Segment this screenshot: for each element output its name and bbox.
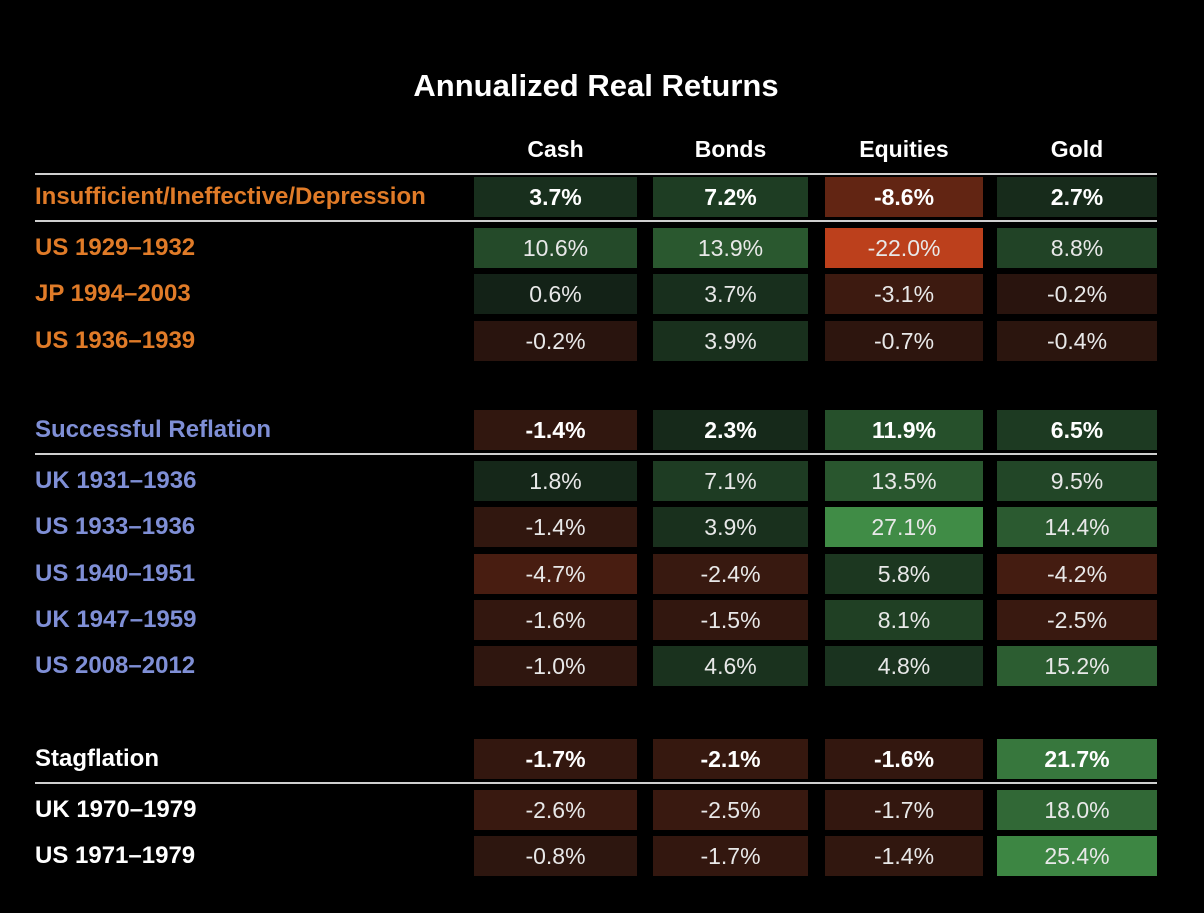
heatmap-cell-cash: -2.6% — [474, 790, 637, 830]
row-label: Stagflation — [35, 745, 159, 772]
heatmap-cell-cash: 0.6% — [474, 274, 637, 315]
group-summary-row: Insufficient/Ineffective/Depression 3.7% 7… — [35, 177, 1157, 217]
heatmap-cell-bonds: 4.6% — [653, 646, 808, 687]
heatmap-cell-gold: 18.0% — [997, 790, 1157, 830]
heatmap-cell-bonds: -2.5% — [653, 790, 808, 830]
heatmap-cell-equities: -22.0% — [825, 228, 983, 268]
heatmap-cell-bonds: 3.7% — [653, 274, 808, 315]
heatmap-cell-equities: -1.7% — [825, 790, 983, 830]
heatmap-cell-equities: -8.6% — [825, 177, 983, 217]
column-header-gold: Gold — [1050, 136, 1104, 162]
heatmap-cell-bonds: -1.7% — [653, 836, 808, 877]
row-label: UK 1970–1979 — [35, 796, 197, 823]
row-label: US 1929–1932 — [35, 234, 196, 261]
column-header-equities: Equities — [859, 136, 949, 162]
group-summary-row: Stagflation -1.7% -2.1% -1.6% 21.7% — [35, 739, 1157, 779]
divider — [35, 782, 1157, 784]
heatmap-cell-equities: -1.6% — [825, 739, 983, 779]
heatmap-cell-gold: -2.5% — [997, 599, 1157, 640]
heatmap-cell-bonds: 7.2% — [653, 177, 808, 217]
table-row: US 1971–1979 -0.8% -1.7% -1.4% 25.4% — [35, 836, 1157, 877]
table-row: US 1940–1951 -4.7% -2.4% 5.8% -4.2% — [35, 553, 1157, 594]
table-row: UK 1931–1936 1.8% 7.1% 13.5% 9.5% — [35, 461, 1157, 501]
heatmap-cell-gold: 9.5% — [997, 461, 1157, 501]
heatmap-cell-bonds: 3.9% — [653, 507, 808, 548]
divider — [35, 173, 1157, 175]
heatmap-cell-gold: 2.7% — [997, 177, 1157, 217]
divider — [35, 220, 1157, 222]
heatmap-cell-bonds: 13.9% — [653, 228, 808, 268]
row-label: US 1936–1939 — [35, 326, 196, 354]
heatmap-cell-gold: -0.2% — [997, 274, 1157, 315]
heatmap-cell-equities: -1.4% — [825, 836, 983, 877]
row-label: UK 1931–1936 — [35, 467, 197, 494]
heatmap-cell-cash: 3.7% — [474, 177, 637, 217]
row-label: Successful Reflation — [35, 416, 272, 443]
heatmap-cell-gold: -4.2% — [997, 553, 1157, 594]
row-label: JP 1994–2003 — [35, 280, 191, 308]
heatmap-cell-equities: 8.1% — [825, 599, 983, 640]
row-label: US 1971–1979 — [35, 842, 196, 870]
table-row: JP 1994–2003 0.6% 3.7% -3.1% -0.2% — [35, 274, 1157, 315]
heatmap-cell-bonds: -2.1% — [653, 739, 808, 779]
heatmap-cell-gold: -0.4% — [997, 320, 1157, 361]
heatmap-cell-equities: -3.1% — [825, 274, 983, 315]
heatmap-cell-cash: 1.8% — [474, 461, 637, 501]
heatmap-cell-cash: -0.2% — [474, 320, 637, 361]
table-row: US 2008–2012 -1.0% 4.6% 4.8% 15.2% — [35, 646, 1157, 687]
heatmap-cell-gold: 21.7% — [997, 739, 1157, 779]
table-row: UK 1970–1979 -2.6% -2.5% -1.7% 18.0% — [35, 790, 1157, 830]
row-label: US 1940–1951 — [35, 559, 196, 587]
heatmap-cell-bonds: 2.3% — [653, 410, 808, 450]
row-label: UK 1947–1959 — [35, 605, 197, 633]
column-header-cash: Cash — [527, 136, 584, 162]
heatmap-cell-gold: 8.8% — [997, 228, 1157, 268]
heatmap-cell-cash: -1.4% — [474, 507, 637, 548]
row-label: Insufficient/Ineffective/Depression — [35, 183, 426, 210]
group-summary-row: Successful Reflation -1.4% 2.3% 11.9% 6.5% — [35, 410, 1157, 450]
heatmap-cell-equities: 4.8% — [825, 646, 983, 687]
heatmap-cell-equities: 11.9% — [825, 410, 983, 450]
heatmap-cell-bonds: -2.4% — [653, 553, 808, 594]
heatmap-cell-cash: -1.0% — [474, 646, 637, 687]
heatmap-cell-cash: 10.6% — [474, 228, 637, 268]
table-row: US 1929–1932 10.6% 13.9% -22.0% 8.8% — [35, 228, 1157, 268]
heatmap-cell-cash: -1.6% — [474, 599, 637, 640]
row-label: US 1933–1936 — [35, 513, 196, 541]
heatmap-cell-equities: 27.1% — [825, 507, 983, 548]
heatmap-cell-cash: -1.4% — [474, 410, 637, 450]
table-row: UK 1947–1959 -1.6% -1.5% 8.1% -2.5% — [35, 599, 1157, 640]
row-label: US 2008–2012 — [35, 652, 196, 680]
table-row: US 1936–1939 -0.2% 3.9% -0.7% -0.4% — [35, 320, 1157, 361]
heatmap-cell-gold: 14.4% — [997, 507, 1157, 548]
heatmap-cell-cash: -4.7% — [474, 553, 637, 594]
table-row: US 1933–1936 -1.4% 3.9% 27.1% 14.4% — [35, 507, 1157, 548]
heatmap-cell-cash: -0.8% — [474, 836, 637, 877]
heatmap-cell-cash: -1.7% — [474, 739, 637, 779]
heatmap-cell-equities: -0.7% — [825, 320, 983, 361]
heatmap-cell-equities: 5.8% — [825, 553, 983, 594]
heatmap-cell-equities: 13.5% — [825, 461, 983, 501]
heatmap-cell-bonds: 7.1% — [653, 461, 808, 501]
chart-title: Annualized Real Returns — [413, 68, 779, 103]
heatmap-cell-bonds: -1.5% — [653, 599, 808, 640]
heatmap-cell-gold: 15.2% — [997, 646, 1157, 687]
heatmap-cell-bonds: 3.9% — [653, 320, 808, 361]
heatmap-cell-gold: 25.4% — [997, 836, 1157, 877]
column-header-bonds: Bonds — [694, 136, 767, 162]
divider — [35, 453, 1157, 455]
heatmap-cell-gold: 6.5% — [997, 410, 1157, 450]
